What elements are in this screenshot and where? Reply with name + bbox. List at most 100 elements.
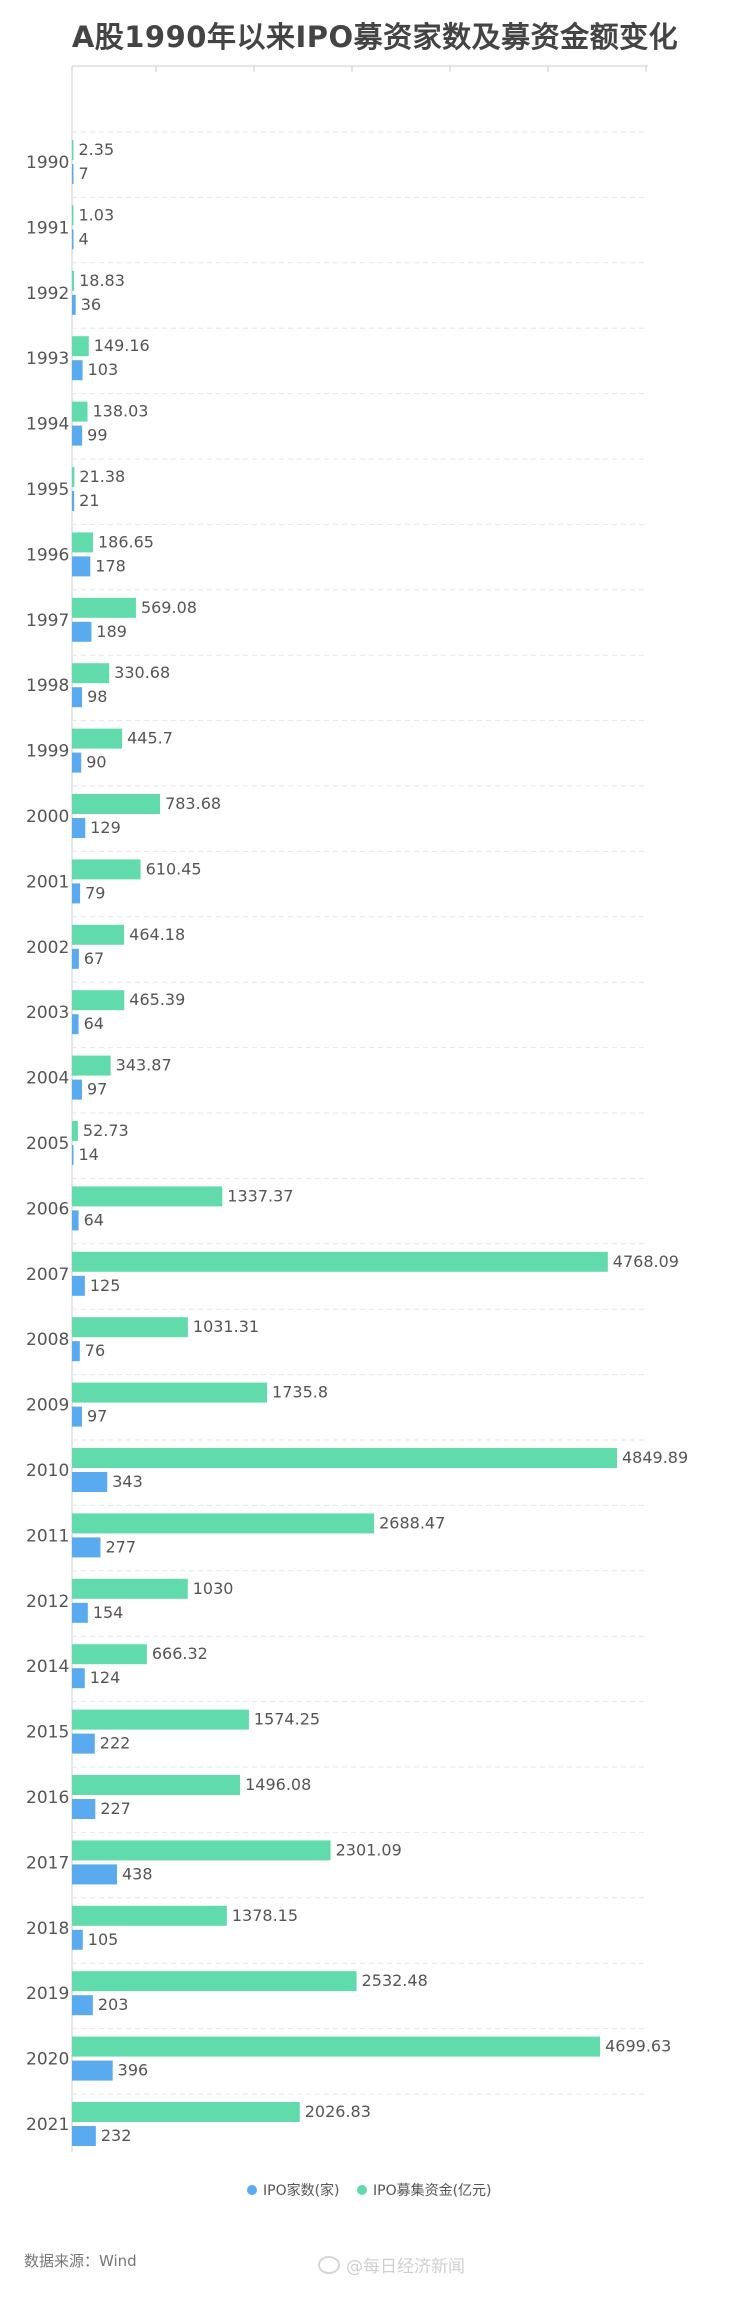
- year-label: 1992: [26, 284, 69, 304]
- year-label: 2014: [26, 1657, 69, 1677]
- amount-bar: [72, 859, 141, 880]
- year-label: 2012: [26, 1592, 69, 1612]
- count-value-label: 76: [85, 1341, 105, 1360]
- count-value-label: 97: [87, 1080, 107, 1099]
- count-value-label: 99: [87, 426, 107, 445]
- amount-value-label: 1030: [193, 1579, 234, 1598]
- year-label: 2009: [26, 1396, 69, 1416]
- count-value-label: 67: [84, 949, 104, 968]
- amount-bar: [72, 728, 123, 749]
- year-label: 2001: [26, 872, 69, 892]
- amount-bar: [72, 1382, 268, 1403]
- year-label: 2010: [26, 1461, 69, 1481]
- weibo-icon: [318, 2255, 340, 2274]
- amount-value-label: 330.68: [114, 663, 170, 682]
- amount-value-label: 2532.48: [362, 1971, 428, 1990]
- year-label: 2020: [26, 2050, 69, 2070]
- count-value-label: 232: [101, 2126, 132, 2145]
- amount-value-label: 1735.8: [272, 1383, 328, 1402]
- year-label: 2003: [26, 1003, 69, 1023]
- amount-value-label: 1378.15: [232, 1906, 298, 1925]
- amount-bar: [72, 1513, 375, 1534]
- count-bar: [72, 164, 74, 184]
- year-label: 1996: [26, 545, 69, 565]
- amount-bar: [72, 2102, 300, 2122]
- count-bar: [72, 425, 83, 446]
- amount-bar: [72, 1971, 357, 1992]
- amount-bar: [72, 532, 93, 553]
- count-value-label: 98: [87, 687, 107, 706]
- legend-marker-amount: [357, 2185, 367, 2195]
- year-label: 2011: [26, 1526, 69, 1546]
- amount-bar: [72, 1251, 608, 1272]
- amount-value-label: 464.18: [129, 925, 185, 944]
- year-label: 2006: [26, 1199, 69, 1219]
- count-value-label: 438: [122, 1864, 153, 1883]
- count-bar: [72, 1929, 83, 1950]
- year-label: 2000: [26, 807, 69, 827]
- amount-value-label: 18.83: [79, 271, 125, 290]
- year-label: 2018: [26, 1919, 69, 1939]
- amount-bar: [72, 401, 88, 422]
- count-value-label: 90: [86, 753, 106, 772]
- count-value-label: 178: [95, 556, 126, 575]
- year-label: 2004: [26, 1069, 69, 1089]
- year-label: 1997: [26, 611, 69, 631]
- count-value-label: 64: [84, 1210, 104, 1229]
- year-label: 1998: [26, 676, 69, 696]
- count-value-label: 97: [87, 1407, 107, 1426]
- count-bar: [72, 752, 82, 773]
- amount-value-label: 1031.31: [193, 1317, 259, 1336]
- weibo-watermark: @每日经济新闻: [318, 2252, 465, 2277]
- amount-value-label: 186.65: [98, 532, 154, 551]
- amount-value-label: 2301.09: [336, 1840, 402, 1859]
- amount-value-label: 569.08: [141, 598, 197, 617]
- amount-value-label: 1337.37: [227, 1186, 293, 1205]
- amount-value-label: 4768.09: [613, 1252, 679, 1271]
- count-value-label: 203: [98, 1995, 129, 2014]
- amount-bar: [72, 1317, 188, 1338]
- count-bar: [72, 948, 79, 969]
- count-bar: [72, 1995, 93, 2016]
- count-value-label: 222: [100, 1734, 131, 1753]
- amount-bar: [72, 1840, 331, 1861]
- amount-value-label: 138.03: [93, 402, 149, 421]
- amount-bar: [72, 990, 125, 1011]
- count-bar: [72, 1864, 117, 1885]
- chart-title: A股1990年以来IPO募资家数及募资金额变化: [71, 20, 679, 54]
- amount-bar: [72, 2036, 601, 2057]
- amount-bar: [72, 1644, 147, 1665]
- year-label: 2007: [26, 1265, 69, 1285]
- amount-bar: [72, 1578, 188, 1599]
- count-value-label: 103: [88, 360, 119, 379]
- legend-label-count: IPO家数(家): [263, 2182, 340, 2199]
- count-value-label: 7: [79, 164, 89, 183]
- count-bar: [72, 1014, 79, 1035]
- amount-value-label: 4699.63: [605, 2037, 671, 2056]
- amount-bar: [72, 1186, 223, 1207]
- count-bar: [72, 1079, 82, 1100]
- amount-value-label: 4849.89: [622, 1448, 688, 1467]
- amount-bar: [72, 924, 125, 945]
- amount-bar: [72, 597, 136, 618]
- count-value-label: 189: [96, 622, 127, 641]
- amount-bar: [72, 1055, 111, 1076]
- amount-value-label: 465.39: [129, 990, 185, 1009]
- amount-bar: [72, 140, 74, 160]
- amount-bar: [72, 336, 89, 357]
- count-value-label: 343: [112, 1472, 143, 1491]
- year-label: 2008: [26, 1330, 69, 1350]
- count-bar: [72, 360, 83, 381]
- amount-value-label: 666.32: [152, 1644, 208, 1663]
- count-value-label: 396: [118, 2061, 149, 2080]
- amount-bar: [72, 1448, 617, 1468]
- amount-bar: [72, 1121, 78, 1141]
- amount-value-label: 1496.08: [245, 1775, 311, 1794]
- amount-value-label: 1.03: [79, 205, 115, 224]
- count-value-label: 129: [90, 818, 121, 837]
- count-value-label: 64: [84, 1014, 104, 1033]
- amount-value-label: 52.73: [83, 1121, 129, 1140]
- count-bar: [72, 687, 83, 708]
- count-bar: [72, 1210, 79, 1231]
- count-value-label: 227: [100, 1799, 131, 1818]
